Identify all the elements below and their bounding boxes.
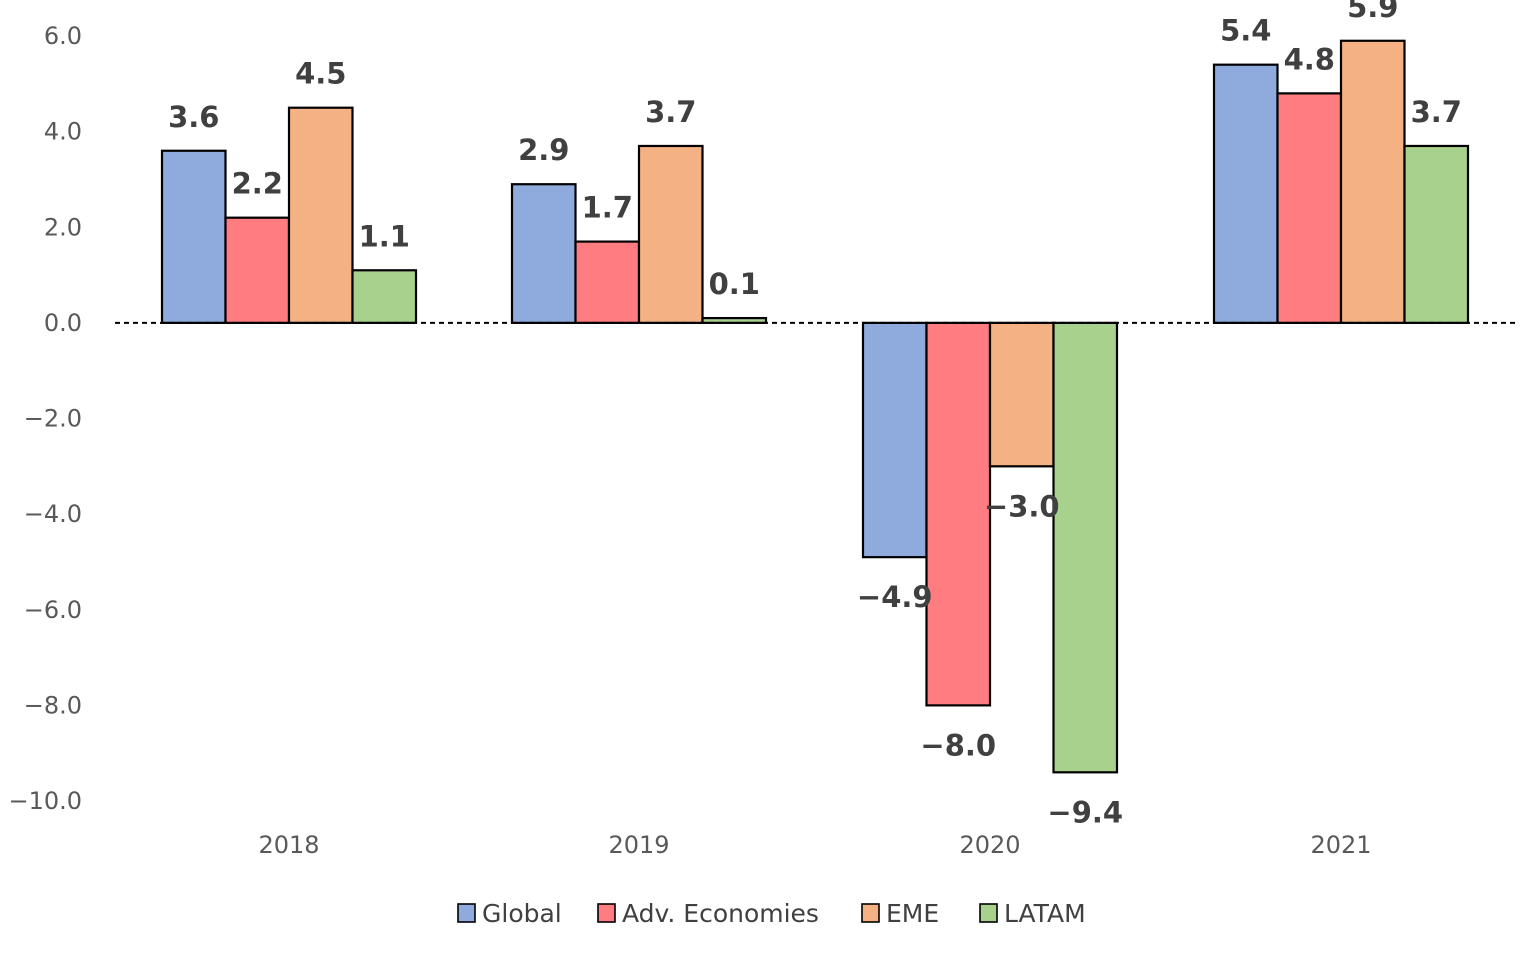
legend-swatch (597, 903, 616, 923)
data-label: 3.7 (1411, 95, 1462, 129)
legend-label: Global (482, 899, 562, 928)
data-labels: 3.6 2.9 −4.9 5.4 2.2 1.7 −8.0 4.8 4.5 3.7 −3.0 5.9 1… (168, 0, 1462, 829)
legend-swatch (861, 903, 880, 923)
bars (160, 39, 1470, 774)
y-tick-label: 6.0 (44, 22, 82, 50)
x-category-label: 2020 (959, 831, 1020, 859)
data-label: 5.4 (1220, 14, 1271, 48)
bar-global-2020 (861, 321, 928, 559)
legend: Global Adv. Economies EME LATAM (457, 899, 1086, 928)
data-label: 3.7 (645, 95, 696, 129)
y-tick-label: −10.0 (8, 787, 82, 815)
bar-global-2018 (160, 149, 227, 324)
bar-latam-2018 (351, 269, 418, 324)
legend-label: Adv. Economies (622, 899, 819, 928)
data-label: 1.1 (359, 219, 410, 253)
bar-adv-economies-2020 (925, 321, 992, 707)
data-label: 2.2 (232, 167, 283, 201)
bar-latam-2020 (1052, 321, 1119, 774)
y-tick-label: −8.0 (24, 691, 82, 719)
bar-eme-2021 (1339, 39, 1406, 324)
bar-adv-economies-2018 (224, 216, 291, 324)
x-category-label: 2019 (608, 831, 669, 859)
legend-swatch (457, 903, 476, 923)
bar-latam-2019 (701, 316, 768, 324)
y-tick-label: −6.0 (24, 596, 82, 624)
bar-global-2021 (1212, 63, 1279, 324)
data-label: 3.6 (168, 100, 219, 134)
data-label: −9.4 (1047, 795, 1123, 829)
bar-adv-economies-2019 (574, 240, 641, 324)
y-tick-label: −4.0 (24, 500, 82, 528)
legend-swatch (979, 903, 998, 923)
y-tick-label: 4.0 (44, 118, 82, 146)
bar-eme-2020 (988, 321, 1055, 468)
legend-label: EME (886, 899, 939, 928)
x-category-label: 2021 (1310, 831, 1371, 859)
data-label: −8.0 (920, 728, 996, 762)
data-label: −4.9 (857, 580, 933, 614)
data-label: 5.9 (1347, 0, 1398, 24)
data-label: −3.0 (984, 489, 1060, 523)
data-label: 2.9 (518, 133, 569, 167)
x-category-label: 2018 (258, 831, 319, 859)
bar-eme-2018 (287, 106, 354, 324)
bar-eme-2019 (637, 144, 704, 324)
y-tick-label: 2.0 (44, 213, 82, 241)
data-label: 4.5 (295, 57, 346, 91)
y-tick-label: −2.0 (24, 405, 82, 433)
bar-adv-economies-2021 (1276, 92, 1343, 324)
legend-label: LATAM (1004, 899, 1086, 928)
y-axis-ticks: 6.0 4.0 2.0 0.0 −2.0 −4.0 −6.0 −8.0 −10.0 (8, 22, 82, 815)
bar-latam-2021 (1403, 144, 1470, 324)
data-label: 1.7 (582, 191, 633, 225)
data-label: 4.8 (1284, 42, 1335, 76)
x-axis-labels: 2018 2019 2020 2021 (258, 831, 1371, 859)
data-label: 0.1 (709, 267, 760, 301)
bar-global-2019 (510, 183, 577, 324)
y-tick-label: 0.0 (44, 309, 82, 337)
